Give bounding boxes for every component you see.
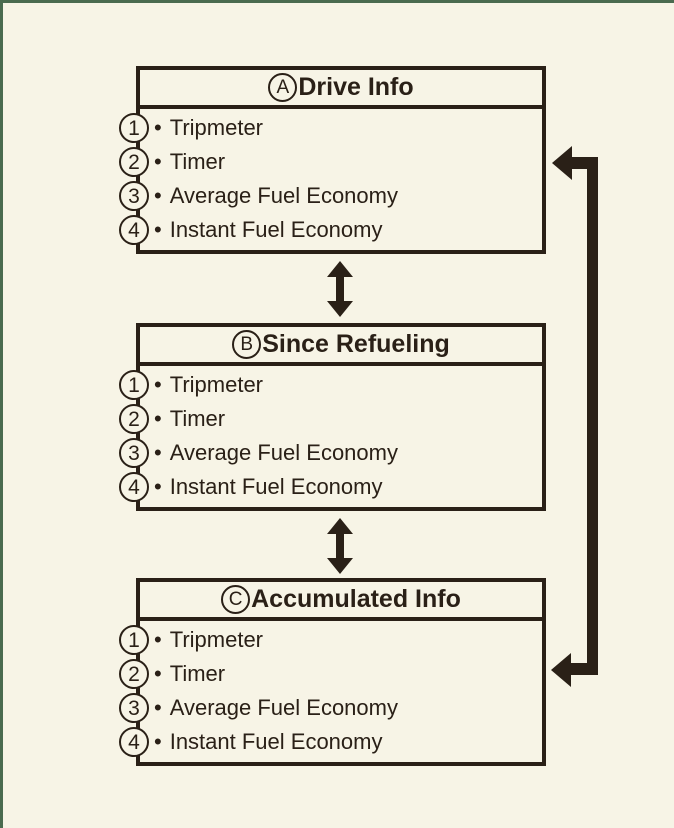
left-arrowhead-icon <box>551 653 571 687</box>
item-label: Average Fuel Economy <box>169 440 398 465</box>
circled-letter-b-icon: B <box>232 330 262 359</box>
item-label: Instant Fuel Economy <box>169 729 383 754</box>
bullet-icon: • <box>154 661 162 686</box>
list-item: 3 • Average Fuel Economy <box>119 436 542 470</box>
bullet-icon: • <box>154 627 162 652</box>
list-item: 2 • Timer <box>119 145 542 179</box>
arrow-shaft <box>336 534 344 558</box>
circled-number-4-icon: 4 <box>119 215 149 245</box>
up-down-arrow-icon <box>327 518 353 574</box>
arrowhead-down <box>327 558 353 574</box>
list-item: 3 • Average Fuel Economy <box>119 691 542 725</box>
item-label: Average Fuel Economy <box>169 695 398 720</box>
bullet-icon: • <box>154 695 162 720</box>
circled-number-4-icon: 4 <box>119 727 149 757</box>
bullet-icon: • <box>154 183 162 208</box>
circled-number-1-icon: 1 <box>119 113 149 143</box>
box-item-list: 1 • Tripmeter 2 • Timer 3 • Average Fuel… <box>119 621 542 759</box>
item-label: Instant Fuel Economy <box>169 474 383 499</box>
since-refueling-box: B Since Refueling 1 • Tripmeter 2 • Time… <box>119 323 546 511</box>
bullet-icon: • <box>154 115 162 140</box>
arrow-shaft <box>336 277 344 301</box>
list-item: 4 • Instant Fuel Economy <box>119 470 542 504</box>
item-label: Instant Fuel Economy <box>169 217 383 242</box>
bullet-icon: • <box>154 440 162 465</box>
box-header-drive-info: A Drive Info <box>140 70 542 109</box>
box-title-since-refueling: Since Refueling <box>262 330 450 358</box>
up-down-arrow-icon <box>327 261 353 317</box>
list-item: 1 • Tripmeter <box>119 368 542 402</box>
item-label: Tripmeter <box>169 115 264 140</box>
loop-arrow-bottom-segment <box>569 663 597 675</box>
left-arrowhead-icon <box>552 146 572 180</box>
circled-number-2-icon: 2 <box>119 659 149 689</box>
bullet-icon: • <box>154 474 162 499</box>
list-item: 1 • Tripmeter <box>119 111 542 145</box>
circled-number-3-icon: 3 <box>119 181 149 211</box>
list-item: 3 • Average Fuel Economy <box>119 179 542 213</box>
circled-number-1-icon: 1 <box>119 625 149 655</box>
arrowhead-up <box>327 261 353 277</box>
list-item: 4 • Instant Fuel Economy <box>119 725 542 759</box>
bullet-icon: • <box>154 729 162 754</box>
arrowhead-down <box>327 301 353 317</box>
circled-number-1-icon: 1 <box>119 370 149 400</box>
box-header-since-refueling: B Since Refueling <box>140 327 542 366</box>
bullet-icon: • <box>154 372 162 397</box>
drive-info-box: A Drive Info 1 • Tripmeter 2 • Timer 3 •… <box>119 66 546 254</box>
bullet-icon: • <box>154 149 162 174</box>
list-item: 1 • Tripmeter <box>119 623 542 657</box>
item-label: Timer <box>169 149 226 174</box>
item-label: Average Fuel Economy <box>169 183 398 208</box>
accumulated-info-box: C Accumulated Info 1 • Tripmeter 2 • Tim… <box>119 578 546 766</box>
circled-letter-a-icon: A <box>268 73 298 102</box>
item-label: Tripmeter <box>169 372 264 397</box>
list-item: 4 • Instant Fuel Economy <box>119 213 542 247</box>
list-item: 2 • Timer <box>119 657 542 691</box>
box-title-accumulated-info: Accumulated Info <box>251 585 461 613</box>
box-item-list: 1 • Tripmeter 2 • Timer 3 • Average Fuel… <box>119 366 542 504</box>
box-title-drive-info: Drive Info <box>298 73 414 101</box>
circled-number-3-icon: 3 <box>119 438 149 468</box>
list-item: 2 • Timer <box>119 402 542 436</box>
loop-arrow-vertical-segment <box>587 157 598 675</box>
box-header-accumulated-info: C Accumulated Info <box>140 582 542 621</box>
circled-number-3-icon: 3 <box>119 693 149 723</box>
item-label: Timer <box>169 406 226 431</box>
bullet-icon: • <box>154 406 162 431</box>
box-item-list: 1 • Tripmeter 2 • Timer 3 • Average Fuel… <box>119 109 542 247</box>
circled-number-2-icon: 2 <box>119 147 149 177</box>
item-label: Timer <box>169 661 226 686</box>
item-label: Tripmeter <box>169 627 264 652</box>
bullet-icon: • <box>154 217 162 242</box>
arrowhead-up <box>327 518 353 534</box>
circled-number-2-icon: 2 <box>119 404 149 434</box>
circled-number-4-icon: 4 <box>119 472 149 502</box>
circled-letter-c-icon: C <box>221 585 251 614</box>
